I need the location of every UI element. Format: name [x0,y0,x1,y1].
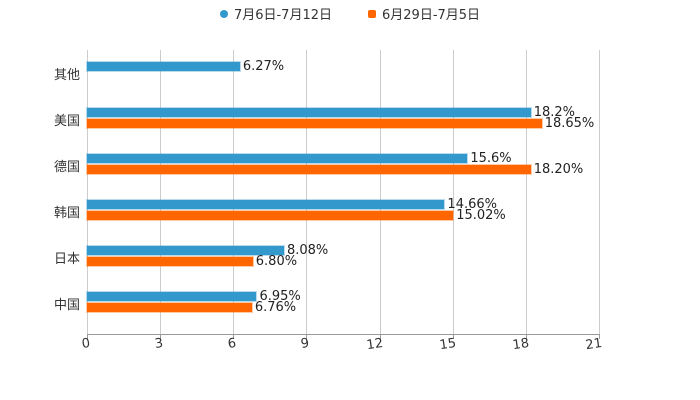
legend-marker-icon [219,9,228,18]
x-tick-label: 9 [300,336,311,353]
gridline [452,50,454,334]
category-label: 德国 [53,160,80,175]
legend-item-series-2[interactable]: 6月29日-7月5日 [368,4,480,23]
gridline [87,50,88,334]
bar-series-1 [87,200,445,209]
x-tick [599,334,600,339]
value-label: 18.2% [533,105,576,120]
bar-series-1 [87,62,240,71]
value-label: 6.80% [255,254,298,269]
category-label: 美国 [53,114,80,129]
value-label: 14.66% [447,197,497,212]
bar-series-2 [87,165,531,174]
bar-series-1 [87,108,531,117]
category-label: 韩国 [53,206,80,221]
value-label: 18.65% [544,116,595,131]
bar-series-2 [87,211,454,220]
value-label: 15.02% [456,208,506,223]
value-label: 6.95% [259,289,301,304]
x-tick-label: 0 [80,336,92,353]
x-tick [379,334,381,339]
category-label: 中国 [53,298,80,313]
x-axis [87,334,599,335]
x-tick [87,334,88,339]
bar-series-2 [87,119,542,128]
value-label: 18.20% [533,162,584,177]
x-tick [525,334,527,339]
x-tick [452,334,454,339]
x-tick-label: 12 [365,336,384,354]
x-tick-label: 15 [438,336,457,354]
value-label: 8.08% [286,243,329,258]
x-tick-label: 3 [153,336,165,353]
gridline [233,50,235,334]
value-label: 6.27% [242,59,285,74]
legend-marker-icon [368,9,376,18]
bar-series-1 [87,154,468,163]
x-tick [160,334,162,339]
x-tick-label: 6 [227,336,238,353]
x-tick [233,334,235,339]
legend-label: 7月6日-7月12日 [233,8,332,23]
bar-series-2 [87,257,253,266]
gridline [525,50,527,334]
category-label: 日本 [53,252,80,267]
value-label: 6.76% [254,300,297,315]
x-tick [306,334,308,339]
gridline [306,50,308,334]
legend: 7月6日-7月12日 6月29日-7月5日 [0,4,700,23]
x-tick-label: 21 [584,336,604,354]
bar-series-1 [87,246,284,255]
legend-label: 6月29日-7月5日 [382,8,481,23]
legend-item-series-1[interactable]: 7月6日-7月12日 [219,4,332,23]
gridline [599,50,600,334]
bar-series-2 [87,303,252,312]
x-tick-label: 18 [511,336,530,354]
value-label: 15.6% [470,151,512,166]
gridline [160,50,162,334]
gridline [379,50,381,334]
bar-series-1 [87,292,257,301]
category-label: 其他 [53,68,80,83]
